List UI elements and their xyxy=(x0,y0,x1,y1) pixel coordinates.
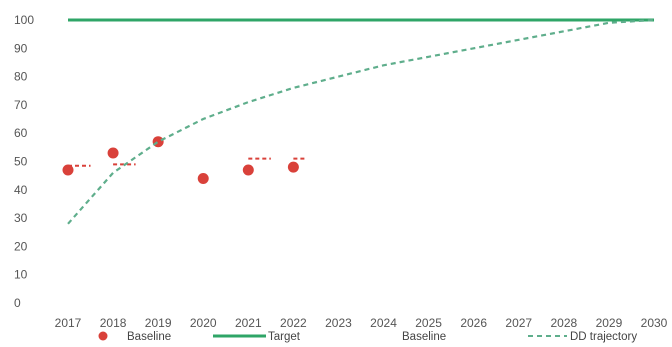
series-3 xyxy=(67,18,655,225)
y-tick-label: 0 xyxy=(14,296,21,310)
y-tick-label: 30 xyxy=(14,211,28,225)
legend-label: Baseline xyxy=(127,331,171,343)
x-tick-label: 2028 xyxy=(550,316,577,330)
data-point xyxy=(107,147,119,159)
series-0 xyxy=(62,136,299,184)
legend: Baseline Target Baseline DD trajectory xyxy=(98,331,637,343)
data-point xyxy=(242,164,254,176)
legend-label: Target xyxy=(268,331,301,343)
legend-item: Baseline xyxy=(402,331,446,343)
legend-label: Baseline xyxy=(402,331,446,343)
series-2 xyxy=(68,157,307,167)
y-tick-label: 70 xyxy=(14,98,28,112)
x-tick-label: 2022 xyxy=(280,316,307,330)
x-tick-label: 2026 xyxy=(460,316,487,330)
x-tick-label: 2027 xyxy=(505,316,532,330)
data-point xyxy=(62,164,74,176)
plot-area xyxy=(62,18,655,225)
y-tick-label: 80 xyxy=(14,70,28,84)
x-tick-label: 2029 xyxy=(596,316,623,330)
y-tick-label: 100 xyxy=(14,13,34,27)
x-tick-label: 2017 xyxy=(55,316,82,330)
y-tick-label: 60 xyxy=(14,126,28,140)
legend-label: DD trajectory xyxy=(570,331,637,343)
legend-item: Target xyxy=(213,331,301,343)
legend-marker xyxy=(98,331,108,341)
y-tick-label: 90 xyxy=(14,41,28,55)
x-tick-label: 2023 xyxy=(325,316,352,330)
x-axis: 2017 2018 2019 2020 2021 2022 2023 2024 2025 2026… xyxy=(55,316,668,330)
series-line xyxy=(67,18,655,225)
x-tick-label: 2019 xyxy=(145,316,172,330)
data-point xyxy=(287,161,299,173)
x-tick-label: 2021 xyxy=(235,316,262,330)
x-tick-label: 2024 xyxy=(370,316,397,330)
x-tick-label: 2018 xyxy=(100,316,127,330)
legend-item: Baseline xyxy=(98,331,171,343)
y-axis: 0 10 20 30 40 50 60 70 80 90 100 xyxy=(14,13,34,310)
x-tick-label: 2030 xyxy=(641,316,668,330)
data-point xyxy=(197,172,209,184)
y-tick-label: 50 xyxy=(14,155,28,169)
x-tick-label: 2025 xyxy=(415,316,442,330)
legend-item: DD trajectory xyxy=(528,331,637,343)
y-tick-label: 20 xyxy=(14,239,28,253)
y-tick-label: 40 xyxy=(14,183,28,197)
x-tick-label: 2020 xyxy=(190,316,217,330)
y-tick-label: 10 xyxy=(14,268,28,282)
